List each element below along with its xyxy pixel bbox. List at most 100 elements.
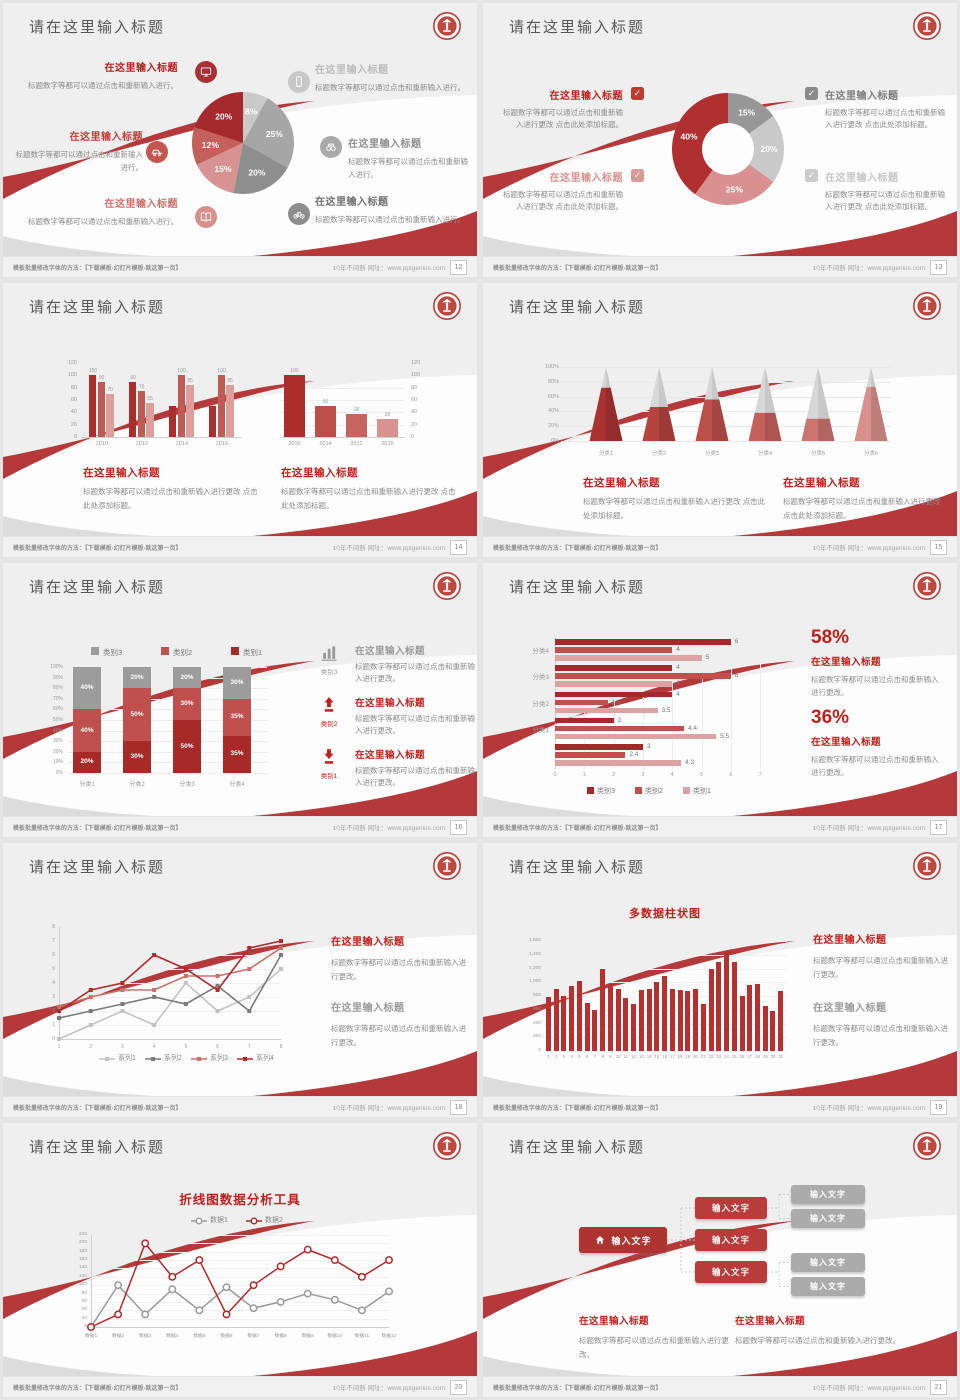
bar xyxy=(169,406,177,437)
bar xyxy=(747,985,753,1051)
block-body: 标题数字等都可以通过点击和重新输入进行更改。 xyxy=(813,956,948,980)
bar xyxy=(638,989,644,1051)
legend-marker xyxy=(246,1217,262,1225)
x-axis-tick: 2016 xyxy=(215,441,229,447)
x-axis-tick: 10 xyxy=(615,1054,621,1059)
gridline xyxy=(760,637,762,769)
x-axis-tick: 25 xyxy=(731,1054,737,1059)
binoculars-icon xyxy=(326,143,336,151)
node-label: 输入文字 xyxy=(810,1190,846,1199)
gridline xyxy=(672,637,674,769)
x-axis-tick: 5 xyxy=(578,1054,581,1059)
slide-footer: 模板批量修改字体的方法：【下载模板-幻灯片模板-就这第一页】 10年不间断 网址：… xyxy=(483,256,957,277)
school-logo-icon xyxy=(913,292,941,320)
node-label: 输入文字 xyxy=(711,1267,750,1277)
y-axis-tick: 1,000 xyxy=(528,979,541,985)
checkbox-icon[interactable]: ✓ xyxy=(805,169,818,182)
y-axis-tick: 100% xyxy=(544,364,559,370)
slide-background-decor xyxy=(3,843,477,1117)
block-title: 在这里输入标题 xyxy=(549,173,623,184)
slide-20[interactable]: 请在这里输入标题 折线图数据分析工具 数据1 数据2 220 200 180 160 140 12… xyxy=(3,1123,477,1397)
tree-leaf-node[interactable]: 输入文字 xyxy=(791,1185,865,1204)
school-logo xyxy=(912,1131,942,1161)
value-label: 4 xyxy=(676,680,680,688)
school-logo xyxy=(432,11,462,41)
footer-right: 10年不间断 网址：www.pptgenius.com 19 xyxy=(813,1099,947,1115)
y-axis-tick: 60 xyxy=(70,397,77,403)
block-title: 在这里输入标题 xyxy=(825,173,899,184)
slide-12[interactable]: 请在这里输入标题 8% 25% 20% 15% 12% 20% 在这里输入标题 标题数字等都可以… xyxy=(3,3,477,277)
slide-16[interactable]: 请在这里输入标题 类别3 类别2 类别1 100% 90% 80% 70% 60% 50% 40% 3… xyxy=(3,563,477,837)
segment-label: 30% xyxy=(130,753,144,761)
block-title: 在这里输入标题 xyxy=(549,91,623,102)
tree-leaf-node[interactable]: 输入文字 xyxy=(791,1209,865,1228)
y-axis-tick: 1,400 xyxy=(528,951,541,957)
bar xyxy=(546,997,551,1051)
slide-18[interactable]: 请在这里输入标题 8 7 6 5 4 3 2 1 0 1 2 3 4 5 6 7 8 系列1 系列2 系列3 系列4 在这里… xyxy=(3,843,477,1117)
donut-chart: 15% 20% 25% 40% xyxy=(672,93,784,205)
x-axis-tick: 22 xyxy=(708,1054,714,1059)
tree-mid-node[interactable]: 输入文字 xyxy=(695,1229,767,1251)
svg-text:15%: 15% xyxy=(214,164,231,174)
school-logo-icon xyxy=(433,1132,461,1160)
x-axis-tick: 分类2 xyxy=(651,451,667,457)
x-axis-tick: 11 xyxy=(623,1054,629,1059)
bar xyxy=(724,951,730,1051)
block-title: 在这里输入标题 xyxy=(735,1316,806,1327)
footer-right: 10年不间断 网址：www.pptgenius.com 16 xyxy=(333,819,467,835)
checkbox-icon[interactable]: ✓ xyxy=(631,169,644,182)
line-chart xyxy=(57,939,283,1041)
block-title: 在这里输入标题 xyxy=(355,750,426,761)
value-label: 90 xyxy=(130,374,136,381)
bar xyxy=(693,989,699,1051)
slide-14[interactable]: 请在这里输入标题 120 100 80 60 40 20 0 100 90 70 2010 90 75 55… xyxy=(3,283,477,557)
chart-caption: 在这里输入标题 标题数字等都可以通过点击和重新输入进行更改 点击此处添加标题。 xyxy=(281,465,461,514)
tree-mid-node[interactable]: 输入文字 xyxy=(695,1261,767,1283)
x-axis-tick: 8 xyxy=(601,1054,604,1059)
gridline xyxy=(59,941,281,942)
gridline xyxy=(545,954,787,956)
slide-19[interactable]: 请在这里输入标题 多数据柱状图 1,600 1,400 1,200 1,000 800 600… xyxy=(483,843,957,1117)
tree-leaf-node[interactable]: 输入文字 xyxy=(791,1277,865,1296)
bar xyxy=(146,403,154,437)
bar xyxy=(615,989,621,1051)
bar-chart-icon xyxy=(319,643,339,668)
chart-caption: 在这里输入标题 标题数字等都可以通过点击和重新输入进行更改 点击此处添加标题。 xyxy=(783,475,948,522)
slide-17[interactable]: 请在这里输入标题 6 4 5 分类4 4 6 4 分类3 4 1.8 3.5 分类2 2 4.4 5.5 分类1… xyxy=(483,563,957,837)
slide-title: 请在这里输入标题 xyxy=(29,859,166,876)
gridline xyxy=(67,741,267,743)
bar xyxy=(555,655,702,661)
feature-block-left: 在这里输入标题 标题数字等都可以通过点击和重新输入进行。 xyxy=(23,195,178,228)
gridline xyxy=(59,969,281,970)
bar xyxy=(217,375,225,437)
page-number: 13 xyxy=(930,259,947,275)
bar xyxy=(209,406,217,437)
car-icon xyxy=(146,141,168,163)
bicycle-icon xyxy=(293,212,305,219)
bar xyxy=(555,744,643,750)
checkbox-icon[interactable]: ✓ xyxy=(631,87,644,100)
slide-13[interactable]: 请在这里输入标题 15% 20% 25% 40% 在这里输入标题 标题数字等都可以通过点击和… xyxy=(483,3,957,277)
checkbox-icon[interactable]: ✓ xyxy=(805,87,818,100)
y-axis-tick: 120 xyxy=(67,360,77,366)
school-logo-icon xyxy=(913,572,941,600)
arrow-up-icon xyxy=(324,697,334,712)
stack-segment xyxy=(73,667,101,710)
chart-title: 多数据柱状图 xyxy=(629,908,701,920)
x-axis-tick: 分类1 xyxy=(79,782,95,788)
bar xyxy=(555,733,717,740)
tree-leaf-node[interactable]: 输入文字 xyxy=(791,1253,865,1272)
tree-root-node[interactable]: 输入文字 xyxy=(579,1227,667,1253)
footer-left-text: 模板批量修改字体的方法：【下载模板-幻灯片模板-就这第一页】 xyxy=(13,545,182,552)
y-axis-tick: 20% xyxy=(52,748,63,755)
slide-21[interactable]: 请在这里输入标题 输入文字 输入文字 输入文字 输入文字 输入文字 输入文字 输入文字 输入文字… xyxy=(483,1123,957,1397)
y-axis-tick: 4 xyxy=(52,980,55,986)
check-block-right: 在这里输入标题 标题数字等都可以通过点击和重新输入进行更改 点击此处添加标题。 xyxy=(825,169,947,213)
gridline xyxy=(91,1310,389,1312)
slide-15[interactable]: 请在这里输入标题 100% 80% 60% 40% 20% 0% 分类1 分类2 分类3 分类4 分类… xyxy=(483,283,957,557)
y-axis-category: 分类1 xyxy=(532,726,549,734)
x-axis-tick: 3 xyxy=(121,1044,124,1050)
tree-mid-node[interactable]: 输入文字 xyxy=(695,1197,767,1219)
gridline xyxy=(67,698,267,700)
block-body: 标题数字等都可以通过点击和重新输入进行更改。 xyxy=(735,1336,900,1345)
